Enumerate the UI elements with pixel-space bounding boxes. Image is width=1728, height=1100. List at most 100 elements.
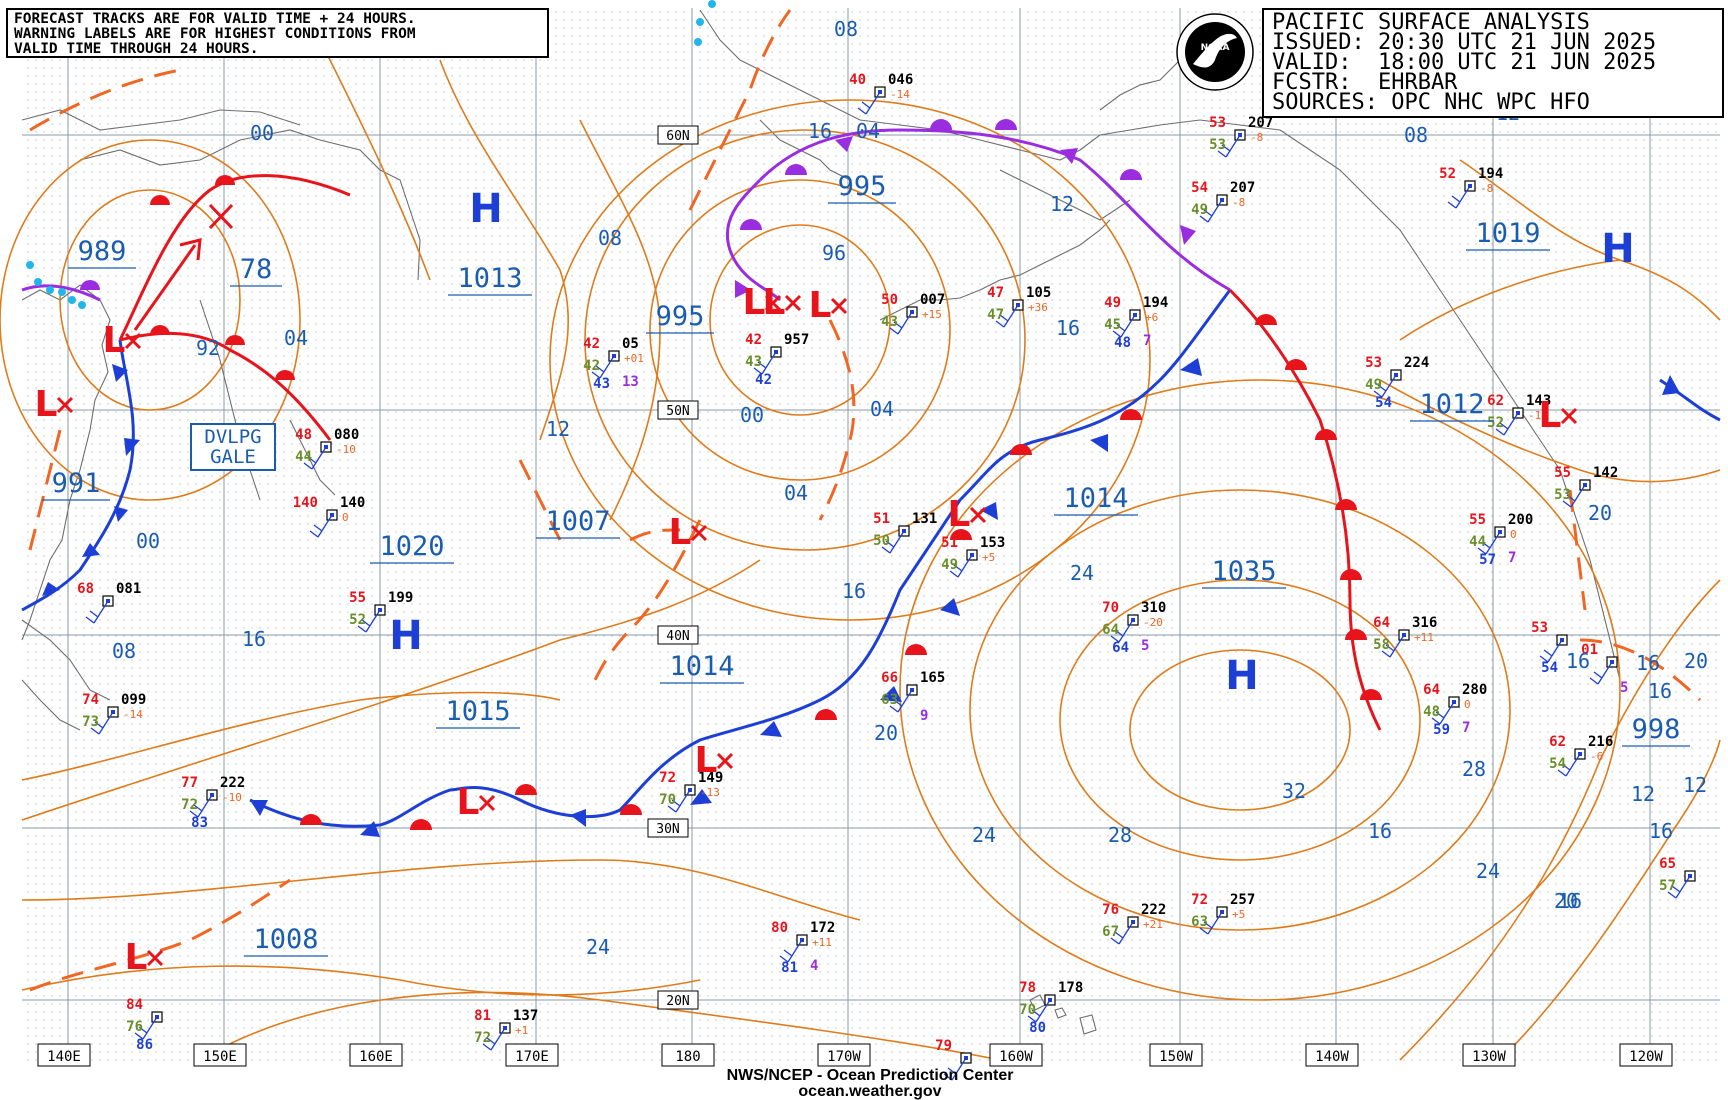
station-plot: 68 081 <box>77 581 141 624</box>
station-tendency: +15 <box>922 308 942 321</box>
trough-dashed-4 <box>593 519 702 681</box>
station-temp: 81 <box>474 1008 491 1024</box>
high-pressure-center: H <box>389 613 422 659</box>
svg-text:L: L <box>103 320 126 361</box>
svg-text:L: L <box>457 782 480 823</box>
lon-label: 120W <box>1629 1049 1663 1065</box>
station-pressure: 222 <box>220 775 245 791</box>
map-labels: 140E 150E 160E 170E 180 170W 160W 150W 140W 130W 1… <box>35 17 1708 1067</box>
lon-label: 130W <box>1472 1049 1506 1065</box>
isobar-label: 20 <box>1554 889 1578 913</box>
station-vis: 7 <box>1462 720 1470 736</box>
low-pressure-center: L <box>125 937 164 978</box>
station-pressure: 165 <box>920 670 945 686</box>
isobar-label: 04 <box>856 119 880 143</box>
station-dewpoint: 54 <box>1549 756 1566 772</box>
isobar-label: 16 <box>1558 889 1582 913</box>
station-dewpoint: 63 <box>881 692 898 708</box>
low-pressure-center: L <box>669 512 708 553</box>
svg-text:L: L <box>743 282 766 323</box>
station-plot: 81 137+1 72 <box>474 1008 538 1051</box>
noaa-logo: NOAA <box>1175 12 1255 92</box>
station-vis: 7 <box>1143 333 1151 349</box>
station-temp: 40 <box>849 72 866 88</box>
station-temp: 65 <box>1659 856 1676 872</box>
lat-label-box <box>657 625 699 645</box>
station-tendency: -8 <box>1232 196 1245 209</box>
station-temp: 51 <box>873 511 890 527</box>
station-dewpoint: 63 <box>1191 914 1208 930</box>
isobar-label: 08 <box>1404 123 1428 147</box>
lon-label-box <box>505 1043 559 1067</box>
isobar-label: 16 <box>1368 819 1392 843</box>
occluded-front-2 <box>725 178 782 302</box>
lon-label: 140E <box>47 1049 81 1065</box>
station-temp: 55 <box>1554 465 1571 481</box>
station-temp: 74 <box>82 692 99 708</box>
station-dewpoint: 72 <box>181 797 198 813</box>
warning-box: FORECAST TRACKS ARE FOR VALID TIME + 24 … <box>6 8 549 58</box>
station-plot: 70 310-20 64 64 5 <box>1102 600 1166 656</box>
station-pressure: 194 <box>1143 295 1168 311</box>
station-tendency: +11 <box>812 936 832 949</box>
pressure-label: 1013 <box>457 263 522 294</box>
pressure-label: 1020 <box>379 531 444 562</box>
station-sst: 64 <box>1112 640 1129 656</box>
occluded-front <box>758 128 1231 292</box>
low-pressure-center: L <box>763 282 802 323</box>
pressure-label: 989 <box>78 236 127 267</box>
isobar-label: 28 <box>1108 823 1132 847</box>
isobar-label: 08 <box>598 226 622 250</box>
station-pressure: 280 <box>1462 682 1487 698</box>
station-tendency: +11 <box>1414 631 1434 644</box>
station-plot: 84 76 86 <box>126 997 163 1053</box>
pressure-label: 78 <box>240 254 273 285</box>
station-pressure: 081 <box>116 581 141 597</box>
low-pressure-center: L <box>35 384 74 425</box>
station-temp: 66 <box>881 670 898 686</box>
station-tendency: -13 <box>700 786 720 799</box>
isobar-label: 24 <box>1070 561 1094 585</box>
station-temp: 49 <box>1104 295 1121 311</box>
station-plot: 54 207-8 49 <box>1191 180 1255 223</box>
station-plot: 50 007+15 43 <box>881 292 945 335</box>
station-dewpoint: 43 <box>745 354 762 370</box>
isobar-label: 00 <box>250 121 274 145</box>
svg-text:L: L <box>35 384 58 425</box>
station-temp: 84 <box>126 997 143 1013</box>
svg-text:L: L <box>1539 395 1562 436</box>
lat-label-box <box>647 818 689 838</box>
svg-text:L: L <box>763 282 786 323</box>
lon-label: 160W <box>999 1049 1033 1065</box>
station-temp: 53 <box>1209 115 1226 131</box>
station-plot: 01 5 <box>1581 642 1628 696</box>
credit-line-2: ocean.weather.gov <box>798 1083 942 1100</box>
noaa-logo-text: NOAA <box>1201 43 1230 53</box>
station-dewpoint: 45 <box>1104 317 1121 333</box>
station-pressure: 05 <box>622 336 639 352</box>
station-tendency: +36 <box>1028 301 1048 314</box>
station-plot: 77 222-10 72 83 <box>181 775 245 831</box>
lon-label: 150E <box>203 1049 237 1065</box>
lon-label-box <box>349 1043 403 1067</box>
trough-dashed-6 <box>29 878 291 992</box>
station-tendency: +01 <box>624 352 644 365</box>
station-vis: 7 <box>1508 550 1516 566</box>
lat-label-box <box>657 990 699 1010</box>
pressure-label: 1035 <box>1211 556 1276 587</box>
station-temp: 64 <box>1373 615 1390 631</box>
title-line-4: FCSTR: EHRBAR <box>1272 70 1458 95</box>
isobar-label: 08 <box>112 639 136 663</box>
station-pressure: 143 <box>1526 393 1551 409</box>
trough-dashed-3 <box>818 319 856 521</box>
station-pressure: 080 <box>334 427 359 443</box>
isobar-label: 12 <box>1631 782 1655 806</box>
trough-dashed-1 <box>29 68 181 132</box>
station-temp: 140 <box>293 495 318 511</box>
station-dewpoint: 44 <box>1469 534 1486 550</box>
station-pressure: 216 <box>1588 734 1613 750</box>
front-symbols <box>42 119 1680 837</box>
station-dewpoint: 70 <box>1019 1002 1036 1018</box>
pressure-label: 1019 <box>1475 218 1540 249</box>
